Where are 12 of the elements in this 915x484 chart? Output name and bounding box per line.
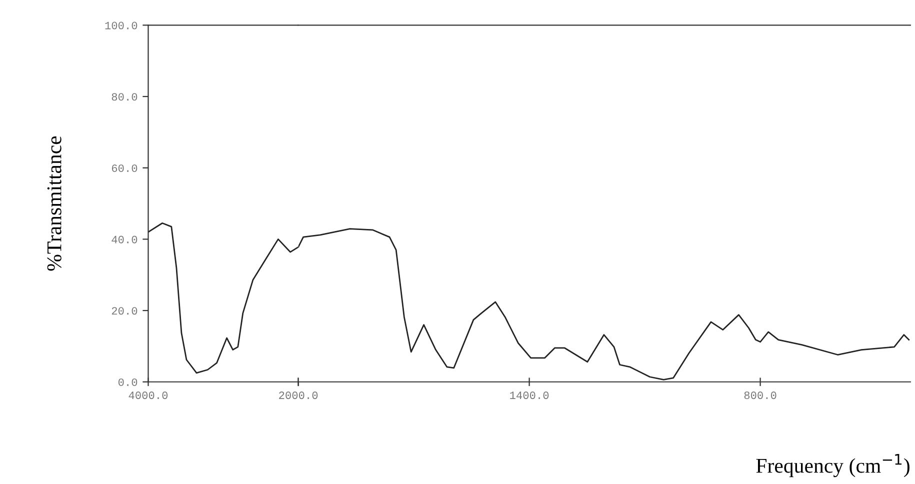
x-tick-label: 1400.0 (510, 392, 549, 400)
y-tick-label: 80.0 (112, 93, 138, 101)
y-tick-label: 100.0 (105, 22, 138, 30)
x-tick-label: 2000.0 (279, 392, 318, 400)
x-axis-title: Frequency (cm$^{−1}$) (756, 454, 910, 478)
y-tick-label: 20.0 (112, 307, 138, 315)
y-tick-label: 0.0 (118, 378, 138, 386)
y-tick-label: 40.0 (112, 236, 138, 244)
x-tick-label: 800.0 (744, 392, 776, 400)
y-tick-label: 60.0 (112, 164, 138, 172)
y-axis-title: %Transmittance (47, 136, 62, 271)
x-tick-label: 4000.0 (128, 392, 168, 400)
